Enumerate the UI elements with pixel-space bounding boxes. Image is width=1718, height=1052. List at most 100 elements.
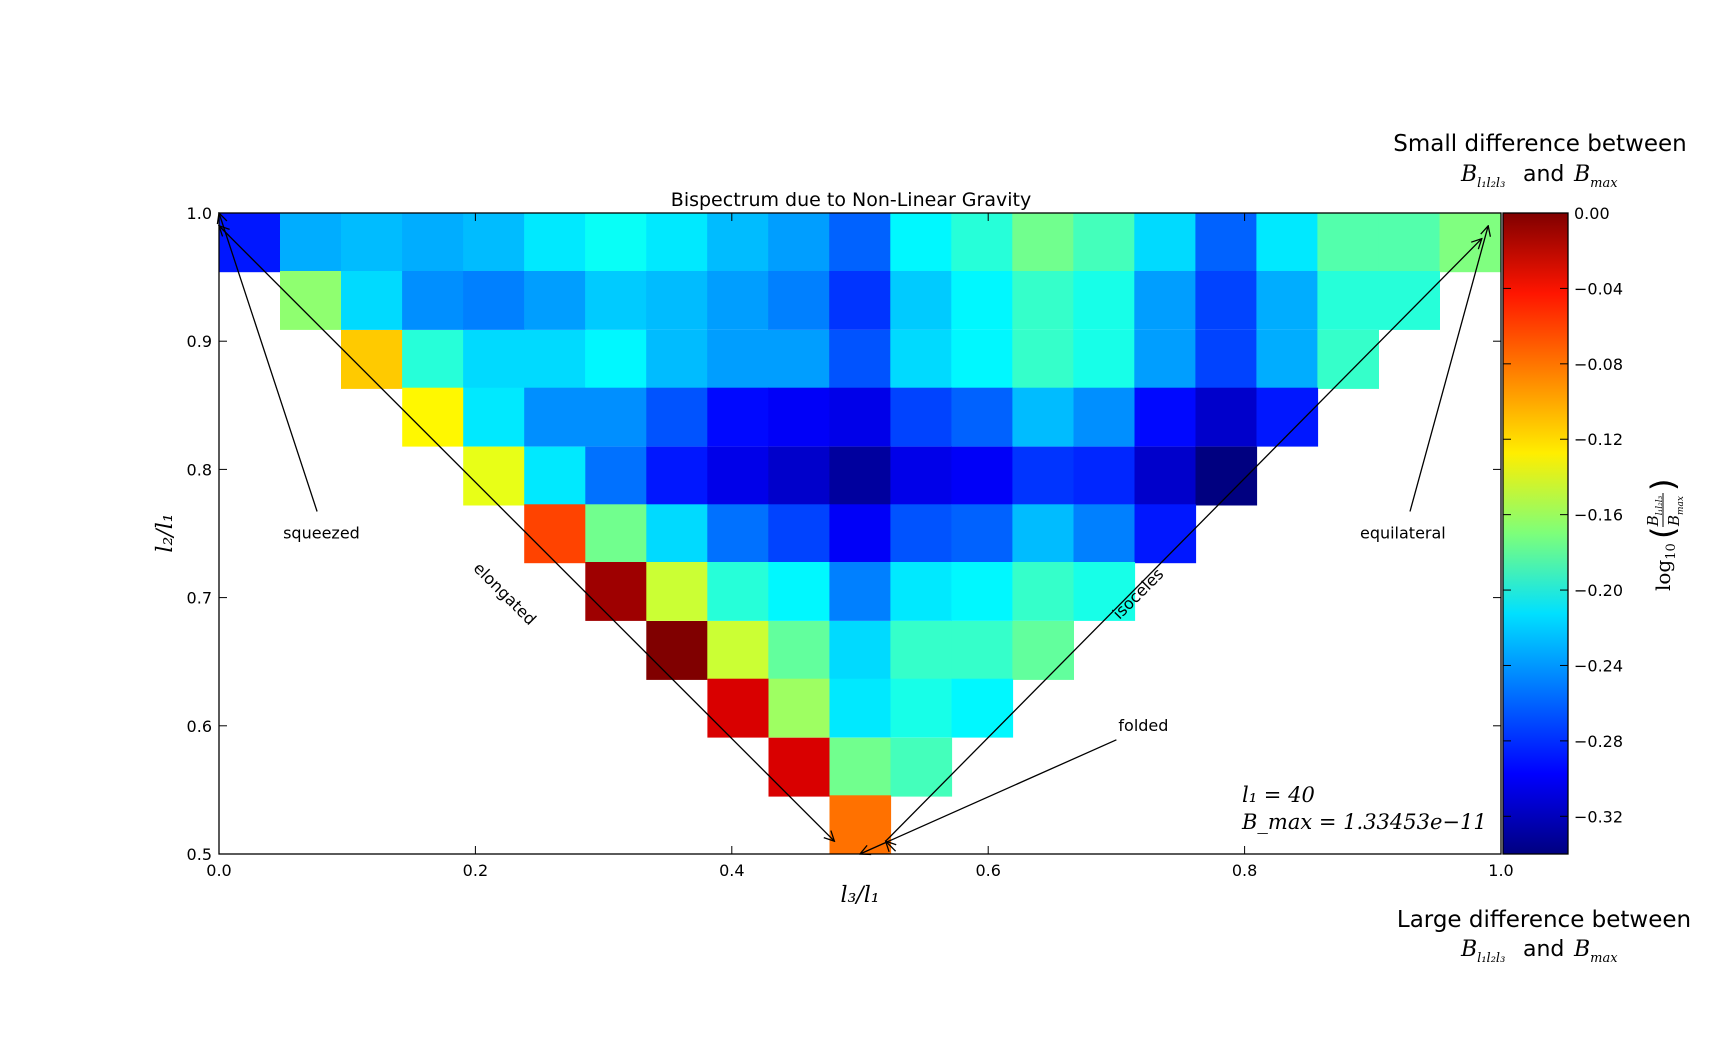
colorbar-label-paren-left: ( <box>1644 527 1682 539</box>
heatmap-cell <box>646 562 708 621</box>
y-tick-label: 1.0 <box>187 204 212 223</box>
heatmap-cell <box>1195 271 1257 330</box>
colorbar-ticks: 0.00 −0.04 −0.08 −0.12 −0.16 −0.20 −0.24 −0.28 −… <box>1503 204 1623 826</box>
heatmap-cell <box>1134 271 1196 330</box>
colorbar-bottom-note-b-l1l2l3: Bl₁l₂l₃ <box>1460 937 1505 966</box>
heatmap-cell <box>1134 330 1196 389</box>
heatmap-cell <box>1012 387 1074 447</box>
heatmap-cell <box>585 330 647 389</box>
heatmap-cell <box>1012 621 1074 680</box>
colorbar-label-denominator: Bmax <box>1665 496 1686 527</box>
heatmap-cell <box>707 387 769 447</box>
heatmap-cell <box>1012 330 1074 389</box>
colorbar-bottom-note-and: and <box>1523 937 1564 962</box>
heatmap-cell <box>585 504 647 564</box>
colorbar-tick-label: −0.28 <box>1574 732 1623 751</box>
heatmap-cell <box>1134 387 1197 447</box>
heatmap-cell <box>1317 271 1379 330</box>
heatmap-cell <box>402 213 464 273</box>
heatmap-cell <box>951 562 1013 621</box>
heatmap-cell <box>707 446 769 506</box>
heatmap-cell <box>707 504 769 564</box>
annotation-label-elongated: elongated <box>470 559 540 629</box>
annotation-label-equilateral: equilateral <box>1360 524 1446 543</box>
bmax-parameter-label: B_max = 1.33453e−11 <box>1241 810 1487 834</box>
colorbar-top-note-b-max: Bmax <box>1573 162 1618 191</box>
heatmap-cell <box>402 330 464 389</box>
colorbar-tick-label: −0.08 <box>1574 355 1623 374</box>
annotation-label-squeezed: squeezed <box>283 524 360 543</box>
heatmap-cell <box>829 504 891 564</box>
heatmap-cell <box>646 213 708 273</box>
heatmap-cell <box>1012 504 1074 564</box>
heatmap-cell <box>341 330 403 389</box>
heatmap-cells <box>219 213 1502 855</box>
heatmap-cell <box>1317 330 1379 389</box>
heatmap-cell <box>707 678 769 738</box>
heatmap-cell <box>890 678 953 738</box>
heatmap-cell <box>829 330 891 389</box>
heatmap-cell <box>768 387 830 447</box>
y-tick-label: 0.9 <box>187 332 212 351</box>
x-axis-label: l₃/l₁ <box>840 883 879 908</box>
heatmap-cell <box>768 621 830 680</box>
colorbar-tick-label: −0.16 <box>1574 506 1623 525</box>
y-axis-label: l₂/l₁ <box>153 513 178 552</box>
heatmap-cell <box>768 446 830 506</box>
x-tick-label: 0.4 <box>719 861 744 880</box>
colorbar-label-numerator: Bl₁l₂l₃ <box>1644 495 1665 527</box>
heatmap-cell <box>341 271 403 330</box>
heatmap-cell <box>1073 330 1135 389</box>
heatmap-cell <box>1012 446 1074 506</box>
heatmap-cell <box>585 213 647 273</box>
heatmap-cell <box>524 330 586 389</box>
heatmap-cell <box>951 678 1014 738</box>
heatmap-cell <box>768 737 831 797</box>
annotation-arrow-start-head <box>219 226 229 236</box>
heatmap-cell <box>1073 446 1136 506</box>
heatmap-cell <box>768 213 830 273</box>
y-tick-label: 0.6 <box>187 717 212 736</box>
colorbar-bottom-note-line1: Large difference between <box>1397 907 1691 933</box>
heatmap-cell <box>1134 446 1197 506</box>
heatmap-cell <box>890 621 952 680</box>
heatmap-cell <box>707 271 769 330</box>
heatmap-cell <box>1256 330 1318 389</box>
heatmap-cell <box>829 678 892 738</box>
heatmap-cell <box>1073 504 1136 564</box>
heatmap-cell <box>585 446 647 506</box>
annotation-arrow <box>1409 226 1488 512</box>
heatmap-cell <box>829 562 891 621</box>
heatmap-cell <box>951 213 1013 273</box>
heatmap-cell <box>1256 213 1318 273</box>
heatmap-cell <box>1134 504 1197 564</box>
heatmap-cell <box>1195 330 1257 389</box>
heatmap-cell <box>829 271 891 330</box>
heatmap-cell <box>463 330 525 389</box>
heatmap-cell <box>1012 562 1074 621</box>
heatmap-cell <box>1378 271 1440 330</box>
colorbar-top-note-and: and <box>1523 162 1564 187</box>
heatmap-cell <box>524 213 586 273</box>
chart-title: Bispectrum due to Non-Linear Gravity <box>671 189 1031 211</box>
heatmap-cell <box>280 213 342 273</box>
colorbar-tick-label: −0.04 <box>1574 279 1623 298</box>
annotation-arrow <box>219 213 318 512</box>
heatmap-cell <box>1073 271 1135 330</box>
annotation-arrow <box>860 739 1117 854</box>
heatmap-cell <box>768 504 830 564</box>
heatmap-cell <box>951 387 1013 447</box>
x-tick-label: 0.8 <box>1232 861 1257 880</box>
heatmap-cell <box>646 271 708 330</box>
heatmap-cell <box>890 387 952 447</box>
heatmap-cell <box>280 271 342 330</box>
heatmap-cell <box>524 446 586 506</box>
heatmap-cell <box>890 213 952 273</box>
heatmap-cell <box>1073 387 1136 447</box>
annotation-arrow <box>218 225 834 841</box>
heatmap-cell <box>646 330 708 389</box>
heatmap-cell <box>1378 213 1440 273</box>
heatmap-cell <box>829 387 891 447</box>
heatmap-cell <box>829 737 892 797</box>
